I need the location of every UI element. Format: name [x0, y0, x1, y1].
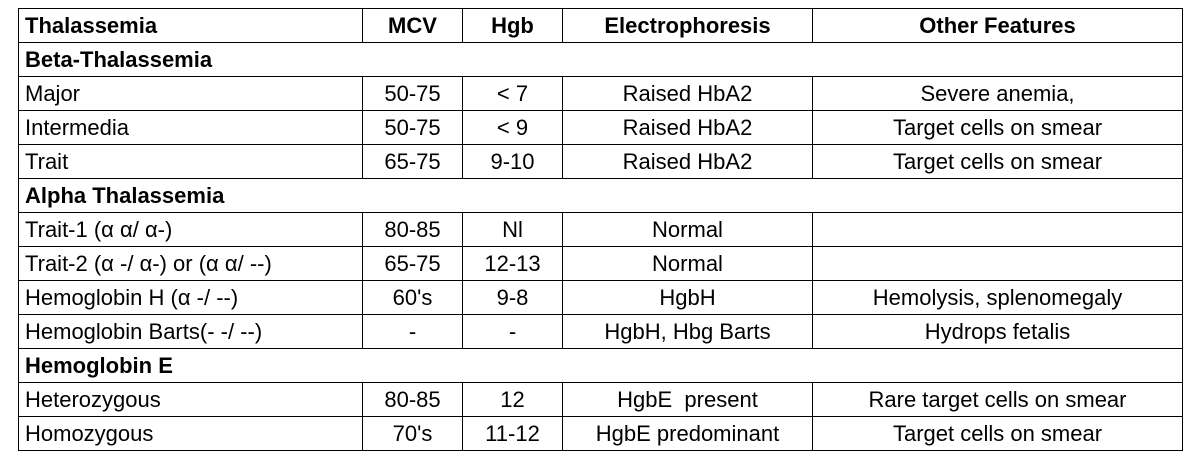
cell: -: [462, 314, 563, 349]
cell: -: [362, 314, 463, 349]
cell: Raised HbA2: [562, 110, 813, 145]
header-cell: MCV: [362, 8, 463, 43]
header-cell: Electrophoresis: [562, 8, 813, 43]
data-row: Homozygous 70's 11-12 HgbE predominant Targe…: [18, 416, 1183, 451]
section-title: Beta-Thalassemia: [18, 42, 1183, 77]
section-row: Alpha Thalassemia: [18, 178, 1183, 213]
cell: 80-85: [362, 382, 463, 417]
cell: HgbE predominant: [562, 416, 813, 451]
cell: Severe anemia,: [812, 76, 1183, 111]
cell: Homozygous: [18, 416, 363, 451]
section-title: Alpha Thalassemia: [18, 178, 1183, 213]
cell: 65-75: [362, 144, 463, 179]
cell: 80-85: [362, 212, 463, 247]
header-cell: Thalassemia: [18, 8, 363, 43]
data-row: Intermedia 50-75 < 9 Raised HbA2 Target cell…: [18, 110, 1183, 145]
cell: Hemoglobin Barts(- -/ --): [18, 314, 363, 349]
cell: 50-75: [362, 110, 463, 145]
cell: HgbH: [562, 280, 813, 315]
cell: [812, 246, 1183, 281]
cell: [812, 212, 1183, 247]
cell: Hemolysis, splenomegaly: [812, 280, 1183, 315]
data-row: Trait-1 (α α/ α-) 80-85 Nl Normal: [18, 212, 1183, 247]
section-row: Beta-Thalassemia: [18, 42, 1183, 77]
cell: Hydrops fetalis: [812, 314, 1183, 349]
cell: Trait: [18, 144, 363, 179]
header-row: Thalassemia MCV Hgb Electrophoresis Other Fe…: [18, 8, 1183, 43]
cell: 70's: [362, 416, 463, 451]
cell: Hemoglobin H (α -/ --): [18, 280, 363, 315]
section-row: Hemoglobin E: [18, 348, 1183, 383]
data-row: Trait 65-75 9-10 Raised HbA2 Target cells on…: [18, 144, 1183, 179]
table-body: Thalassemia MCV Hgb Electrophoresis Other Fe…: [18, 8, 1183, 451]
cell: 9-8: [462, 280, 563, 315]
thalassemia-table: Thalassemia MCV Hgb Electrophoresis Other Fe…: [18, 8, 1183, 451]
cell: Normal: [562, 246, 813, 281]
cell: Raised HbA2: [562, 76, 813, 111]
data-row: Heterozygous 80-85 12 HgbE present Rare targ…: [18, 382, 1183, 417]
cell: Major: [18, 76, 363, 111]
cell: Target cells on smear: [812, 144, 1183, 179]
data-row: Trait-2 (α -/ α-) or (α α/ --) 65-75 12-13…: [18, 246, 1183, 281]
cell: Nl: [462, 212, 563, 247]
cell: Raised HbA2: [562, 144, 813, 179]
data-row: Hemoglobin H (α -/ --) 60's 9-8 HgbH Hemolys…: [18, 280, 1183, 315]
data-row: Hemoglobin Barts(- -/ --) - - HgbH, Hbg Bar…: [18, 314, 1183, 349]
cell: Trait-2 (α -/ α-) or (α α/ --): [18, 246, 363, 281]
cell: 65-75: [362, 246, 463, 281]
cell: 12-13: [462, 246, 563, 281]
cell: 12: [462, 382, 563, 417]
section-title: Hemoglobin E: [18, 348, 1183, 383]
header-cell: Hgb: [462, 8, 563, 43]
cell: < 7: [462, 76, 563, 111]
cell: Trait-1 (α α/ α-): [18, 212, 363, 247]
cell: Normal: [562, 212, 813, 247]
cell: 11-12: [462, 416, 563, 451]
cell: Intermedia: [18, 110, 363, 145]
cell: Rare target cells on smear: [812, 382, 1183, 417]
data-row: Major 50-75 < 7 Raised HbA2 Severe anemia,: [18, 76, 1183, 111]
cell: Target cells on smear: [812, 110, 1183, 145]
cell: HgbE present: [562, 382, 813, 417]
cell: 9-10: [462, 144, 563, 179]
cell: Heterozygous: [18, 382, 363, 417]
cell: < 9: [462, 110, 563, 145]
cell: HgbH, Hbg Barts: [562, 314, 813, 349]
cell: 60's: [362, 280, 463, 315]
cell: Target cells on smear: [812, 416, 1183, 451]
cell: 50-75: [362, 76, 463, 111]
header-cell: Other Features: [812, 8, 1183, 43]
